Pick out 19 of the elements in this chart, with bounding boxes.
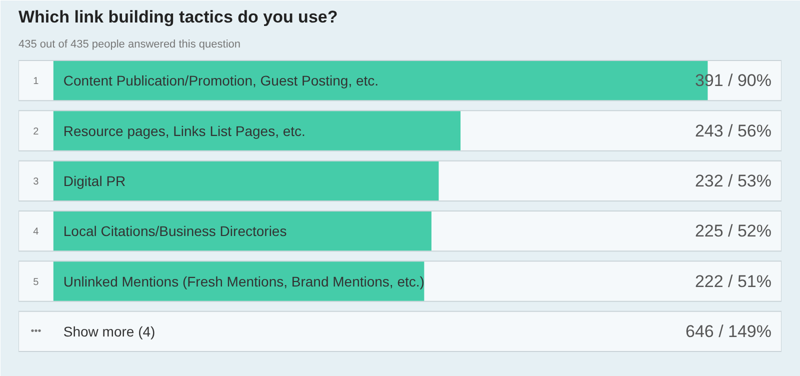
y-tick-label: Show more (4)	[63, 323, 156, 340]
chart-subtitle: 435 out of 435 people answered this question	[18, 38, 240, 50]
data-label: 222 / 51%	[694, 272, 772, 291]
text: 646 / 149%	[685, 322, 772, 341]
text: 3	[33, 176, 40, 188]
y-tick-label: Digital PR	[63, 172, 126, 189]
text: 2	[33, 126, 40, 138]
chart-title: Which link building tactics do you use?	[18, 8, 338, 26]
text: 1	[33, 76, 40, 88]
data-label: 225 / 52%	[694, 222, 772, 241]
y-tick-label: Unlinked Mentions (Fresh Mentions, Brand Mentions, etc.)	[63, 273, 424, 290]
data-label: 243 / 56%	[694, 121, 772, 140]
data-label: 232 / 53%	[694, 171, 772, 190]
y-tick-label: Local Citations/Business Directories	[63, 223, 287, 240]
y-tick-label: Content Publication/Promotion, Guest Posting, etc.	[63, 72, 379, 89]
y-tick-label: Resource pages, Links List Pages, etc.	[63, 122, 306, 139]
text: •••	[30, 326, 42, 337]
text: 5	[33, 276, 40, 288]
text: 4	[33, 226, 40, 238]
